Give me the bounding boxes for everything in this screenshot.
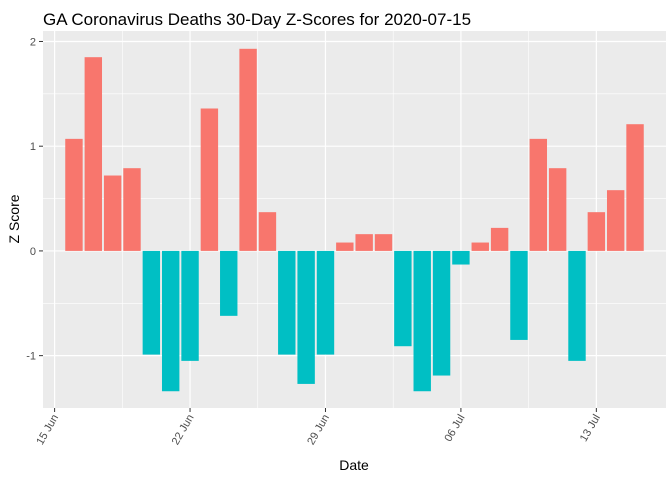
x-tick-label: 15 Jun (34, 413, 61, 448)
bar (606, 190, 625, 251)
bar (374, 234, 393, 251)
bar (220, 250, 238, 316)
y-tick-label: 1 (30, 141, 36, 153)
bar (239, 48, 257, 251)
y-axis-title: Z Score (6, 194, 22, 243)
bar (510, 250, 528, 340)
bar (161, 250, 180, 392)
y-tick-label: -1 (26, 351, 36, 363)
bar (103, 175, 122, 251)
bar (123, 168, 141, 251)
bar (200, 108, 219, 251)
bar (490, 227, 509, 251)
bar (316, 250, 335, 355)
bar (297, 250, 315, 384)
bar (548, 168, 567, 251)
x-tick-label: 29 Jun (305, 413, 332, 448)
bar (452, 250, 470, 265)
bar (84, 57, 103, 251)
bar (587, 212, 606, 251)
bar (336, 242, 354, 251)
bar (181, 250, 199, 361)
x-tick-label: 22 Jun (170, 413, 197, 448)
bar (258, 212, 277, 251)
bar (626, 124, 644, 251)
y-tick-label: 0 (30, 246, 36, 258)
gridlines (43, 31, 666, 408)
bar (394, 250, 412, 347)
y-tick-label: 2 (30, 36, 36, 48)
bars (65, 48, 644, 392)
bar (278, 250, 296, 355)
bar (355, 234, 373, 251)
x-tick-label: 06 Jul (442, 413, 467, 444)
x-axis-title: Date (339, 457, 369, 473)
bar (142, 250, 161, 355)
bar (65, 138, 83, 251)
bar (432, 250, 451, 376)
bar (568, 250, 586, 361)
x-tick-label: 13 Jul (578, 413, 603, 444)
chart-title: GA Coronavirus Deaths 30-Day Z-Scores fo… (43, 10, 471, 29)
bar (471, 242, 489, 251)
bar (413, 250, 431, 392)
bar (529, 138, 548, 251)
